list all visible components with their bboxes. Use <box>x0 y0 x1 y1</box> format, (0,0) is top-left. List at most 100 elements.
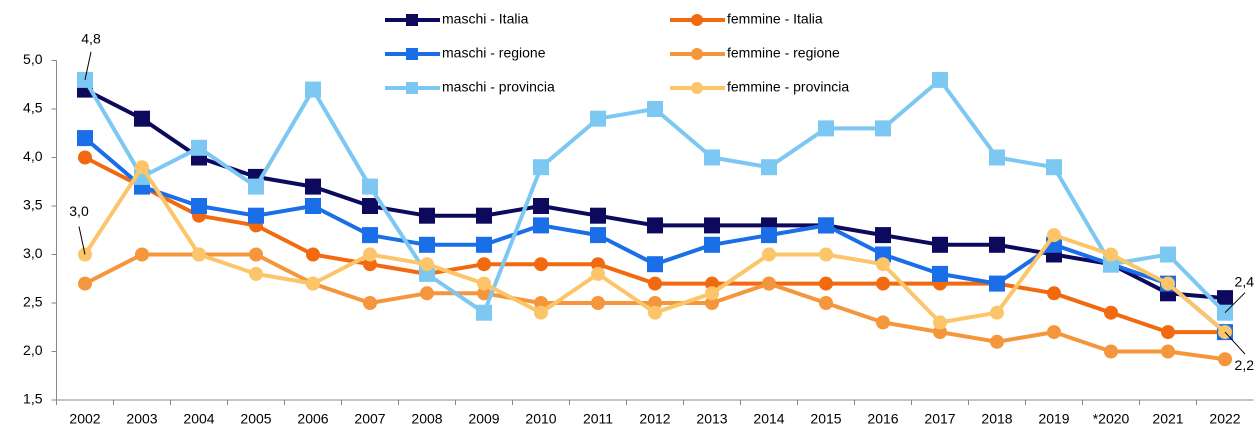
marker <box>1161 344 1175 359</box>
marker <box>762 247 776 262</box>
y-tick-label: 3,0 <box>23 245 43 261</box>
marker <box>876 315 890 330</box>
marker <box>648 305 662 320</box>
value-label: 4,8 <box>81 31 101 47</box>
legend-item: maschi - regione <box>385 45 546 61</box>
marker <box>762 276 776 291</box>
marker <box>362 178 378 195</box>
leader-line <box>1224 331 1246 355</box>
legend-label: maschi - regione <box>442 45 546 61</box>
marker <box>1104 247 1118 262</box>
marker <box>591 296 605 310</box>
marker <box>1047 325 1061 340</box>
legend-item: maschi - provincia <box>385 79 555 95</box>
y-tick-label: 4,5 <box>23 100 43 116</box>
marker <box>1047 286 1061 301</box>
marker <box>534 296 548 310</box>
y-tick-label: 3,5 <box>23 197 43 213</box>
marker <box>534 257 548 272</box>
marker <box>305 198 321 214</box>
legend-item: femmine - regione <box>670 45 840 61</box>
leader-line <box>84 51 92 81</box>
marker <box>648 276 662 291</box>
series <box>77 81 1233 307</box>
y-tick-label: 1,5 <box>23 391 43 407</box>
x-tick-label: 2018 <box>981 411 1012 427</box>
marker <box>989 275 1005 292</box>
marker <box>191 139 207 156</box>
x-tick-label: 2009 <box>468 411 499 427</box>
marker <box>990 334 1004 349</box>
x-tick-label: 2003 <box>126 411 157 427</box>
marker <box>476 304 492 321</box>
marker <box>819 296 833 310</box>
marker <box>932 71 948 88</box>
marker <box>362 198 378 214</box>
y-tick-label: 2,0 <box>23 342 43 358</box>
marker <box>932 236 948 253</box>
marker <box>533 217 549 234</box>
marker <box>875 227 891 244</box>
marker <box>477 276 491 291</box>
marker <box>705 286 719 301</box>
legend-item: femmine - Italia <box>670 11 823 27</box>
y-tick-label: 2,5 <box>23 294 43 310</box>
marker <box>647 217 663 234</box>
legend-marker <box>406 82 418 94</box>
marker <box>420 257 434 272</box>
marker <box>590 227 606 244</box>
x-tick-label: 2006 <box>297 411 328 427</box>
legend-marker <box>691 14 703 26</box>
marker <box>476 207 492 224</box>
legend-label: femmine - Italia <box>727 11 823 27</box>
marker <box>1104 344 1118 359</box>
marker <box>590 207 606 224</box>
value-label: 2,2 <box>1235 357 1255 373</box>
marker <box>477 257 491 272</box>
x-tick-label: 2007 <box>354 411 385 427</box>
marker <box>704 236 720 253</box>
legend-label: maschi - Italia <box>442 11 529 27</box>
marker <box>306 276 320 291</box>
x-tick-label: 2002 <box>69 411 100 427</box>
legend-label: femmine - regione <box>727 45 840 61</box>
leader-line <box>78 226 86 255</box>
marker <box>534 305 548 320</box>
marker <box>420 286 434 301</box>
marker <box>135 247 149 262</box>
marker <box>248 178 264 195</box>
marker <box>876 276 890 291</box>
x-tick-label: 2017 <box>924 411 955 427</box>
marker <box>363 257 377 272</box>
marker <box>818 120 834 137</box>
marker <box>591 257 605 272</box>
marker <box>1047 228 1061 243</box>
value-label: 2,4 <box>1235 273 1255 289</box>
marker <box>477 286 491 301</box>
series <box>78 160 1232 340</box>
x-tick-label: 2013 <box>696 411 727 427</box>
marker <box>932 265 948 282</box>
marker <box>305 178 321 195</box>
marker <box>875 120 891 137</box>
marker <box>647 256 663 273</box>
legend-item: maschi - Italia <box>385 11 529 27</box>
marker <box>533 159 549 176</box>
marker <box>419 207 435 224</box>
marker <box>363 247 377 262</box>
marker <box>818 217 834 234</box>
legend-label: femmine - provincia <box>727 79 849 95</box>
legend-label: maschi - provincia <box>442 79 555 95</box>
marker <box>363 296 377 310</box>
x-tick-label: 2005 <box>240 411 271 427</box>
marker <box>192 247 206 262</box>
marker <box>1161 325 1175 340</box>
x-tick-label: 2019 <box>1038 411 1069 427</box>
y-tick-label: 4,0 <box>23 148 43 164</box>
y-tick-label: 5,0 <box>23 51 43 67</box>
marker <box>134 110 150 127</box>
marker <box>647 101 663 117</box>
marker <box>249 266 263 281</box>
x-tick-label: 2016 <box>867 411 898 427</box>
